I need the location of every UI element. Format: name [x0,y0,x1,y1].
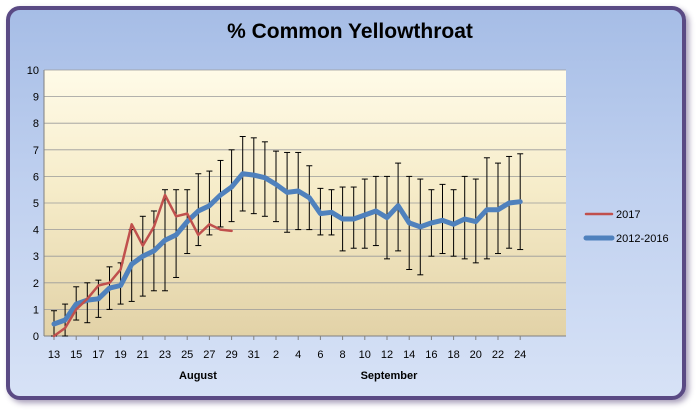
y-tick-label: 2 [33,278,39,290]
y-tick-label: 10 [27,65,39,77]
y-tick-label: 1 [33,304,39,316]
y-tick-label: 5 [33,198,39,210]
y-tick-label: 6 [33,171,39,183]
x-tick-label: 31 [248,349,260,361]
series-line-2012-2016 [51,171,523,327]
x-tick-label: 22 [492,349,504,361]
x-tick-label: 10 [359,349,371,361]
x-tick-label: 13 [48,349,60,361]
y-tick-label: 0 [33,331,39,343]
legend-label: 2012-2016 [616,233,669,245]
chart-title: % Common Yellowthroat [227,20,473,43]
x-tick-label: 18 [447,349,459,361]
x-tick-label: 24 [514,349,526,361]
y-tick-label: 8 [33,118,39,130]
x-tick-label: 19 [114,349,126,361]
x-tick-label: 2 [273,349,279,361]
x-tick-label: 27 [203,349,215,361]
x-tick-label: 20 [470,349,482,361]
series-line-2017 [52,193,233,338]
y-tick-label: 4 [33,225,39,237]
x-tick-label: 29 [225,349,237,361]
x-tick-label: 12 [381,349,393,361]
x-tick-label: 16 [425,349,437,361]
y-tick-label: 7 [33,145,39,157]
x-tick-label: 15 [70,349,82,361]
x-tick-label: 4 [295,349,301,361]
y-tick-label: 3 [33,251,39,263]
x-tick-label: 14 [403,349,415,361]
x-tick-label: 8 [340,349,346,361]
x-tick-label: 6 [317,349,323,361]
y-tick-label: 9 [33,92,39,104]
legend-label: 2017 [616,209,640,221]
x-tick-label: 25 [181,349,193,361]
month-label: August [179,370,217,382]
x-tick-label: 23 [159,349,171,361]
x-tick-label: 21 [137,349,149,361]
x-tick-label: 17 [92,349,104,361]
month-label: September [361,370,419,382]
